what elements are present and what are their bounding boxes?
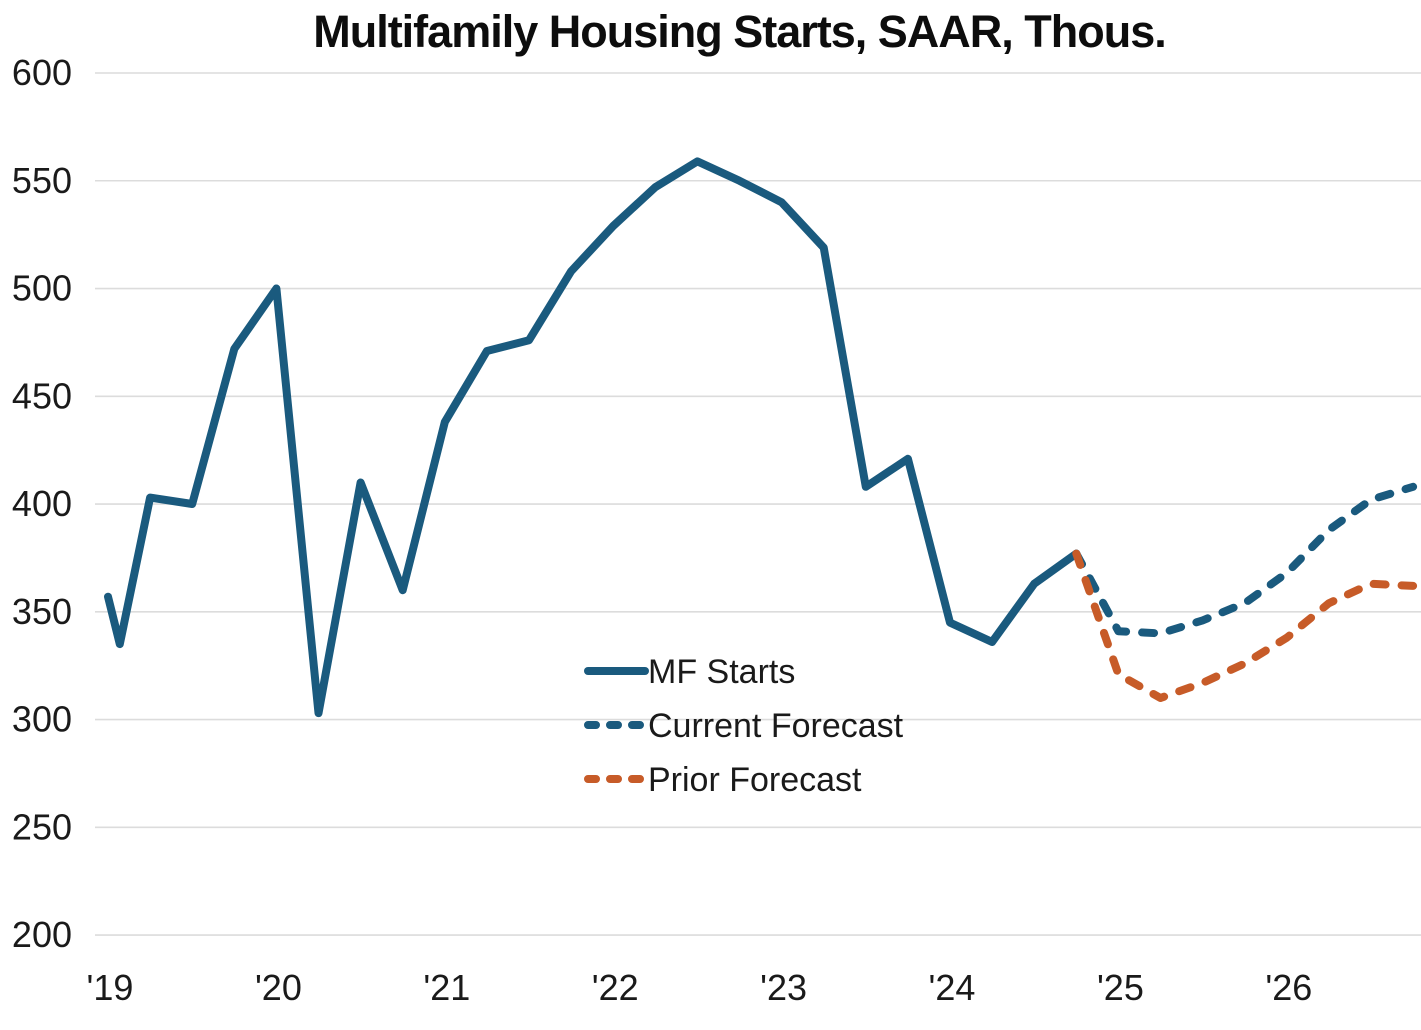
x-tick-label-2019: '19 <box>87 967 134 1008</box>
mf-starts-line <box>104 157 1081 718</box>
y-tick-label-250: 250 <box>12 806 72 847</box>
y-tick-label-400: 400 <box>12 483 72 524</box>
chart-title: Multifamily Housing Starts, SAAR, Thous. <box>313 6 1167 57</box>
legend-label-current-forecast: Current Forecast <box>648 707 904 745</box>
legend-label-prior-forecast: Prior Forecast <box>648 761 862 799</box>
y-tick-label-350: 350 <box>12 591 72 632</box>
y-tick-label-300: 300 <box>12 699 72 740</box>
y-tick-label-500: 500 <box>12 268 72 309</box>
y-tick-label-600: 600 <box>12 52 72 93</box>
y-tick-label-450: 450 <box>12 375 72 416</box>
current-forecast-line <box>1072 482 1418 638</box>
x-tick-label-2023: '23 <box>760 967 807 1008</box>
legend-label-mf-starts: MF Starts <box>648 653 795 691</box>
x-tick-label-2021: '21 <box>423 967 470 1008</box>
legend: MF Starts Current Forecast Prior Forecast <box>584 653 904 799</box>
y-tick-label-200: 200 <box>12 914 72 955</box>
x-tick-label-2025: '25 <box>1097 967 1144 1008</box>
x-tick-label-2022: '22 <box>592 967 639 1008</box>
x-tick-label-2024: '24 <box>929 967 976 1008</box>
prior-forecast-line <box>1072 549 1418 702</box>
x-tick-label-2020: '20 <box>255 967 302 1008</box>
y-tick-label-550: 550 <box>12 160 72 201</box>
x-tick-label-2026: '26 <box>1265 967 1312 1008</box>
